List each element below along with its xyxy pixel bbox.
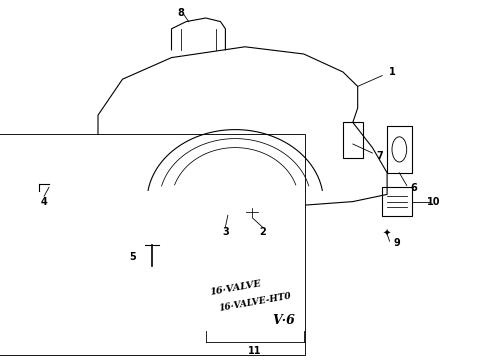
- Text: V·6: V·6: [273, 314, 295, 327]
- Text: 9: 9: [393, 238, 400, 248]
- Text: 10: 10: [427, 197, 441, 207]
- Text: 16·VALVE-HT0: 16·VALVE-HT0: [218, 292, 292, 313]
- Text: 6: 6: [411, 183, 417, 193]
- Text: 7: 7: [376, 150, 383, 161]
- Text: 16·VALVE: 16·VALVE: [209, 279, 262, 297]
- Text: 3: 3: [222, 227, 229, 237]
- FancyBboxPatch shape: [0, 134, 305, 355]
- Text: 2: 2: [259, 227, 266, 237]
- Text: 8: 8: [178, 8, 185, 18]
- Text: 4: 4: [41, 197, 48, 207]
- Text: ✦: ✦: [383, 229, 391, 239]
- Text: 5: 5: [129, 252, 136, 262]
- Text: 11: 11: [248, 346, 262, 356]
- Text: 1: 1: [389, 67, 395, 77]
